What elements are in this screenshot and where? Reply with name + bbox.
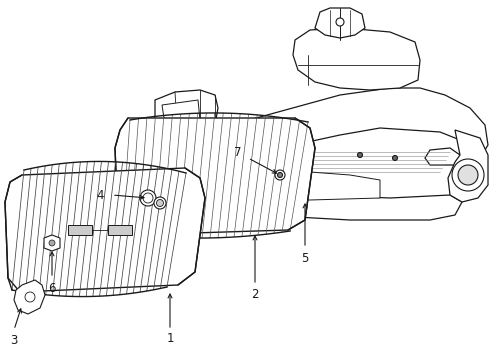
Text: 2: 2 <box>251 288 259 302</box>
Circle shape <box>277 172 283 177</box>
Circle shape <box>143 193 153 203</box>
Circle shape <box>218 159 222 165</box>
Polygon shape <box>293 28 420 90</box>
Polygon shape <box>68 225 92 235</box>
Circle shape <box>140 190 156 206</box>
Polygon shape <box>315 8 365 38</box>
Circle shape <box>154 197 166 209</box>
Polygon shape <box>14 280 45 314</box>
Text: 5: 5 <box>301 252 309 265</box>
Circle shape <box>275 170 285 180</box>
Circle shape <box>392 156 397 161</box>
Circle shape <box>452 159 484 191</box>
Text: 6: 6 <box>48 282 56 294</box>
Polygon shape <box>240 172 380 200</box>
Text: 1: 1 <box>166 332 174 345</box>
Circle shape <box>358 153 363 158</box>
Polygon shape <box>265 176 305 196</box>
Polygon shape <box>448 130 488 202</box>
Circle shape <box>25 292 35 302</box>
Polygon shape <box>158 172 462 220</box>
Circle shape <box>283 156 288 161</box>
Text: 4: 4 <box>96 189 104 202</box>
Circle shape <box>458 165 478 185</box>
Circle shape <box>156 199 164 207</box>
Text: 3: 3 <box>10 333 18 346</box>
Polygon shape <box>44 235 60 251</box>
Polygon shape <box>158 88 488 175</box>
Text: 7: 7 <box>234 145 242 158</box>
Circle shape <box>336 18 344 26</box>
Polygon shape <box>162 100 200 125</box>
Polygon shape <box>5 168 205 292</box>
Circle shape <box>49 240 55 246</box>
Polygon shape <box>155 90 218 145</box>
Polygon shape <box>115 118 315 235</box>
Circle shape <box>193 162 197 167</box>
Polygon shape <box>108 225 132 235</box>
